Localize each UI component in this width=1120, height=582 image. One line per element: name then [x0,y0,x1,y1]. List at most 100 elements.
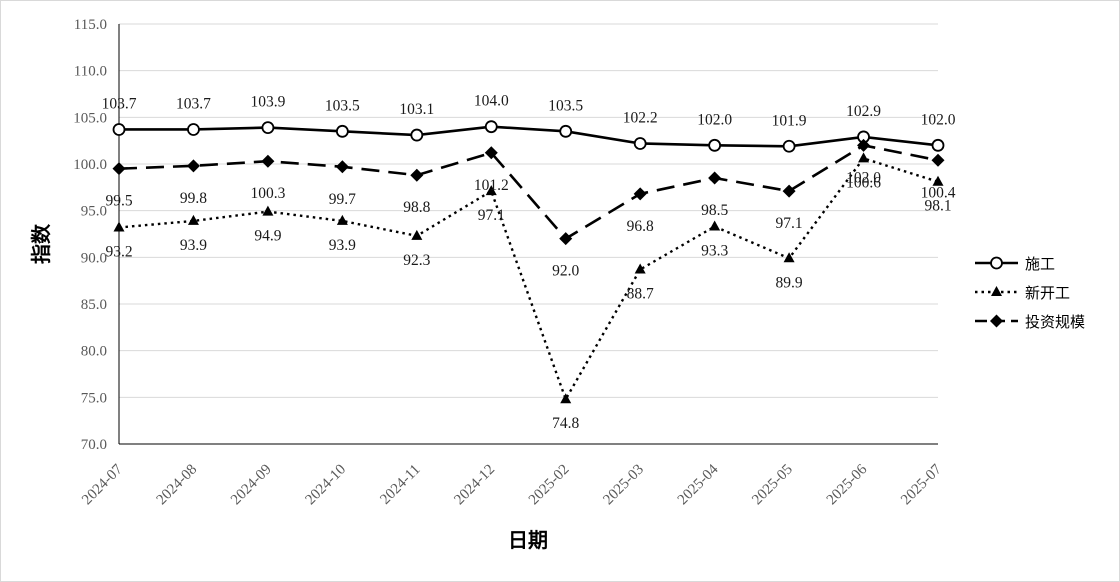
x-tick-label: 2025-05 [749,462,796,509]
data-point-triangle [187,214,199,225]
data-point-triangle [634,263,646,274]
data-label: 93.2 [105,243,132,260]
x-tick-label: 2025-03 [600,462,647,509]
data-point-diamond [857,138,871,152]
x-tick-label: 2025-06 [824,461,871,508]
data-point-circle [187,123,200,136]
data-label: 103.7 [176,95,211,112]
data-label: 102.0 [921,111,956,128]
x-axis-title: 日期 [508,528,548,552]
data-point-triangle [262,205,274,216]
y-tick-label: 85.0 [81,297,107,313]
data-label: 101.9 [772,112,807,129]
data-point-triangle [485,185,497,196]
x-tick-label: 2024-12 [451,462,498,509]
y-tick-label: 95.0 [81,204,107,220]
legend-marker-diamond [990,314,1003,328]
data-point-circle [559,124,573,138]
data-point-triangle [560,393,572,404]
data-label: 100.4 [921,184,956,201]
data-point-diamond [261,154,275,168]
y-tick-label: 105.0 [73,110,107,126]
data-point-diamond [782,184,796,198]
data-label: 104.0 [474,93,509,110]
y-axis-title: 指数 [29,223,53,264]
x-axis-ticks: 2024-07 2024-08 2024-09 2024-10 2024-11 2024-… [79,461,945,508]
data-label: 99.8 [180,190,207,207]
y-tick-label: 80.0 [81,344,107,360]
data-label: 97.1 [776,215,803,232]
y-tick-label: 110.0 [74,64,107,80]
data-label: 99.5 [105,193,132,210]
y-tick-label: 100.0 [73,157,107,173]
series-line-2 [118,157,939,403]
data-label: 103.5 [548,97,583,114]
data-point-circle [112,123,126,136]
data-point-triangle [932,175,944,186]
data-point-diamond [559,232,573,246]
data-point-diamond [484,146,498,160]
series-group [112,120,945,404]
data-label: 98.8 [403,199,430,216]
x-tick-label: 2025-04 [675,461,722,508]
data-label: 96.8 [627,218,654,235]
data-point-triangle [783,252,795,263]
legend-marker-triangle [991,286,1002,296]
data-label: 98.1 [924,198,951,215]
legend-label: 施工 [1025,255,1055,273]
data-label: 100.6 [846,174,881,191]
data-label: 103.5 [325,97,360,114]
x-tick-label: 2024-07 [79,461,126,508]
x-tick-label: 2024-10 [303,462,350,509]
x-tick-label: 2024-09 [228,462,275,509]
data-point-circle [410,128,424,142]
data-label: 98.5 [701,202,728,219]
data-point-circle [782,139,796,153]
data-label: 99.7 [329,191,356,208]
data-point-diamond [112,162,126,176]
data-label: 89.9 [776,274,803,291]
legend-label: 投资规模 [1025,313,1085,331]
data-label: 93.9 [329,237,356,254]
y-tick-label: 115.0 [74,17,107,33]
data-point-circle [633,137,647,150]
data-label: 74.8 [552,415,579,432]
data-labels: 103.7 103.7 103.9 103.5 103.1 104.0 103.5 102.2… [102,93,956,433]
series-line-3 [118,143,939,241]
data-label: 101.2 [474,177,509,194]
x-tick-label: 2025-07 [898,461,945,508]
data-point-circle [261,121,275,134]
data-label: 100.3 [250,185,285,202]
gridlines [118,23,938,445]
data-point-circle [335,124,349,138]
y-tick-label: 75.0 [81,390,107,406]
data-point-circle [484,120,498,134]
data-label: 103.1 [399,101,434,118]
x-tick-label: 2024-08 [154,462,201,509]
data-point-diamond [708,171,722,185]
data-label: 103.9 [250,94,285,111]
data-label: 97.1 [478,207,505,224]
legend-label: 新开工 [1025,284,1070,302]
data-point-diamond [335,160,349,174]
data-label: 102.0 [697,111,732,128]
data-point-triangle [336,214,348,225]
data-point-diamond [410,168,424,182]
data-label: 102.0 [846,169,881,186]
x-tick-label: 2025-02 [526,462,573,509]
data-label: 93.9 [180,237,207,254]
data-point-diamond [186,159,200,173]
y-axis-ticks: 70.0 75.0 80.0 85.0 90.0 95.0 100.0 105.0 110.0 1… [73,17,107,453]
data-point-triangle [709,220,721,231]
data-label: 103.7 [102,95,137,112]
data-label: 92.3 [403,252,430,269]
series-line-1 [119,125,939,148]
data-label: 93.3 [701,243,728,260]
data-point-triangle [858,152,870,163]
data-label: 88.7 [627,285,654,302]
data-point-diamond [931,153,945,167]
data-point-circle [708,138,722,152]
